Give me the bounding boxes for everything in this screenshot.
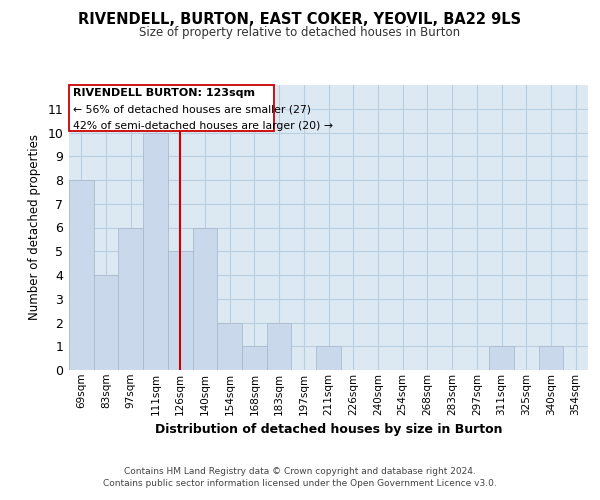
Bar [168,251,193,370]
Text: 42% of semi-detached houses are larger (20) →: 42% of semi-detached houses are larger (… [73,121,334,131]
Y-axis label: Number of detached properties: Number of detached properties [28,134,41,320]
Bar [267,322,292,370]
Bar [242,346,267,370]
Text: Size of property relative to detached houses in Burton: Size of property relative to detached ho… [139,26,461,39]
Text: Distribution of detached houses by size in Burton: Distribution of detached houses by size … [155,422,503,436]
Text: RIVENDELL, BURTON, EAST COKER, YEOVIL, BA22 9LS: RIVENDELL, BURTON, EAST COKER, YEOVIL, B… [79,12,521,28]
Text: RIVENDELL BURTON: 123sqm: RIVENDELL BURTON: 123sqm [73,88,256,99]
Text: Contains public sector information licensed under the Open Government Licence v3: Contains public sector information licen… [103,479,497,488]
Bar [94,275,118,370]
Bar [489,346,514,370]
Bar [217,322,242,370]
Bar [69,85,274,132]
Bar [539,346,563,370]
Bar [118,228,143,370]
Text: Contains HM Land Registry data © Crown copyright and database right 2024.: Contains HM Land Registry data © Crown c… [124,468,476,476]
Bar [316,346,341,370]
Text: ← 56% of detached houses are smaller (27): ← 56% of detached houses are smaller (27… [73,105,311,115]
Bar [193,228,217,370]
Bar [69,180,94,370]
Bar [143,132,168,370]
